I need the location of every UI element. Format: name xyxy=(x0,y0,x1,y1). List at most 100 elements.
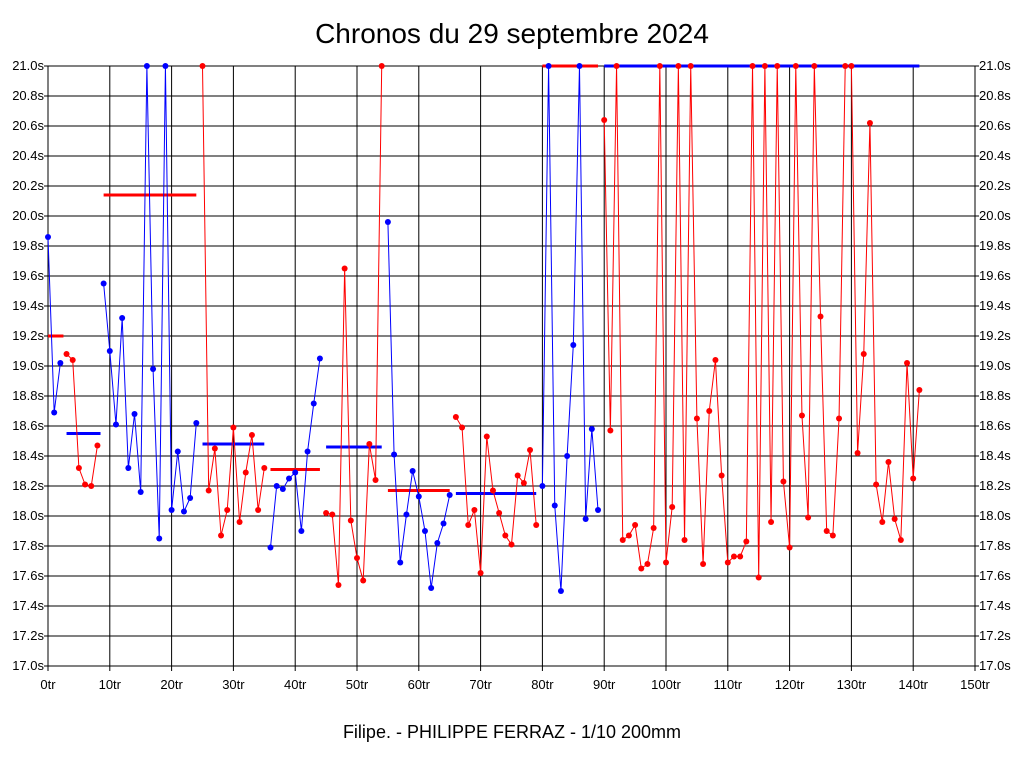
data-point xyxy=(82,481,89,488)
x-tick-label: 0tr xyxy=(40,677,56,692)
data-point xyxy=(428,585,435,591)
data-point xyxy=(100,280,107,287)
data-point xyxy=(205,487,212,494)
data-point xyxy=(261,465,268,471)
data-point xyxy=(866,120,873,126)
y-tick-label-left: 19.0s xyxy=(12,358,44,373)
data-point xyxy=(354,555,360,561)
data-point xyxy=(168,507,175,513)
y-tick-label-right: 19.0s xyxy=(979,358,1011,373)
data-point xyxy=(632,522,639,528)
data-point xyxy=(588,426,595,432)
data-point xyxy=(613,63,620,69)
y-tick-label-right: 18.6s xyxy=(979,418,1011,433)
x-tick-label: 50tr xyxy=(346,677,369,692)
y-tick-label-left: 20.4s xyxy=(12,148,44,163)
y-tick-label-left: 17.4s xyxy=(12,598,44,613)
data-point xyxy=(298,528,305,534)
x-tick-label: 120tr xyxy=(775,677,805,692)
data-point xyxy=(755,574,762,581)
data-point xyxy=(576,63,583,69)
data-point xyxy=(45,234,51,240)
data-point xyxy=(224,507,231,513)
data-point xyxy=(656,63,663,69)
data-point xyxy=(601,117,608,123)
y-tick-label-right: 17.0s xyxy=(979,658,1011,673)
data-point xyxy=(582,516,589,522)
data-points xyxy=(45,63,923,594)
data-point xyxy=(774,63,781,69)
x-tick-label: 90tr xyxy=(593,677,616,692)
data-point xyxy=(397,559,404,566)
data-point xyxy=(854,450,861,456)
data-point xyxy=(372,477,379,483)
tick-labels: 17.0s 17.0s 17.2s 17.2s 17.4s 17.4s 17.6s 17.6s… xyxy=(12,58,1011,692)
data-point xyxy=(539,483,546,489)
data-point xyxy=(477,570,484,576)
data-point xyxy=(57,360,64,366)
x-tick-label: 100tr xyxy=(651,677,681,692)
x-tick-label: 20tr xyxy=(160,677,183,692)
series-line-relais-10 xyxy=(603,65,920,578)
data-point xyxy=(570,342,577,348)
x-tick-label: 10tr xyxy=(99,677,122,692)
data-point xyxy=(255,507,262,513)
y-tick-label-right: 17.6s xyxy=(979,568,1011,583)
data-point xyxy=(619,537,626,543)
data-point xyxy=(681,537,688,543)
x-tick-label: 30tr xyxy=(222,677,245,692)
data-point xyxy=(341,265,348,272)
data-point xyxy=(663,559,669,566)
series-lines xyxy=(47,65,920,592)
data-point xyxy=(607,427,614,434)
series-line-relais-2 xyxy=(66,353,98,487)
data-point xyxy=(489,487,496,494)
data-point xyxy=(644,561,651,567)
data-point xyxy=(712,357,719,363)
data-point xyxy=(125,465,132,471)
data-point xyxy=(310,400,317,407)
data-point xyxy=(675,63,682,69)
data-point xyxy=(347,517,354,524)
data-point xyxy=(316,355,323,362)
data-point xyxy=(335,582,342,588)
y-tick-label-right: 18.4s xyxy=(979,448,1011,463)
series-line-relais-1 xyxy=(47,236,61,413)
data-point xyxy=(286,475,293,482)
y-tick-label-right: 19.8s xyxy=(979,238,1011,253)
y-tick-label-right: 19.4s xyxy=(979,298,1011,313)
data-point xyxy=(218,532,225,539)
x-tick-label: 140tr xyxy=(898,677,928,692)
data-point xyxy=(885,459,892,465)
data-point xyxy=(693,415,700,422)
y-tick-label-left: 17.8s xyxy=(12,538,44,553)
data-point xyxy=(829,532,836,539)
x-tick-label: 70tr xyxy=(469,677,492,692)
data-point xyxy=(459,424,466,431)
data-point xyxy=(786,544,793,551)
data-point xyxy=(446,492,453,498)
y-tick-label-right: 20.0s xyxy=(979,208,1011,223)
data-point xyxy=(792,63,799,69)
y-tick-label-right: 19.2s xyxy=(979,328,1011,343)
y-tick-label-right: 20.6s xyxy=(979,118,1011,133)
data-point xyxy=(174,448,181,455)
y-tick-label-left: 18.0s xyxy=(12,508,44,523)
data-point xyxy=(897,537,904,543)
y-tick-label-left: 18.4s xyxy=(12,448,44,463)
x-tick-label: 80tr xyxy=(531,677,554,692)
data-point xyxy=(378,63,385,69)
data-point xyxy=(471,507,478,513)
data-point xyxy=(180,508,187,515)
x-tick-label: 150tr xyxy=(960,677,990,692)
data-point xyxy=(823,528,830,534)
data-point xyxy=(625,532,632,539)
x-tick-label: 60tr xyxy=(408,677,431,692)
data-point xyxy=(329,511,336,518)
data-point xyxy=(150,366,157,372)
grid-lines xyxy=(47,65,976,667)
data-point xyxy=(143,63,150,69)
data-point xyxy=(718,472,725,479)
data-point xyxy=(706,408,713,414)
data-point xyxy=(669,504,676,510)
